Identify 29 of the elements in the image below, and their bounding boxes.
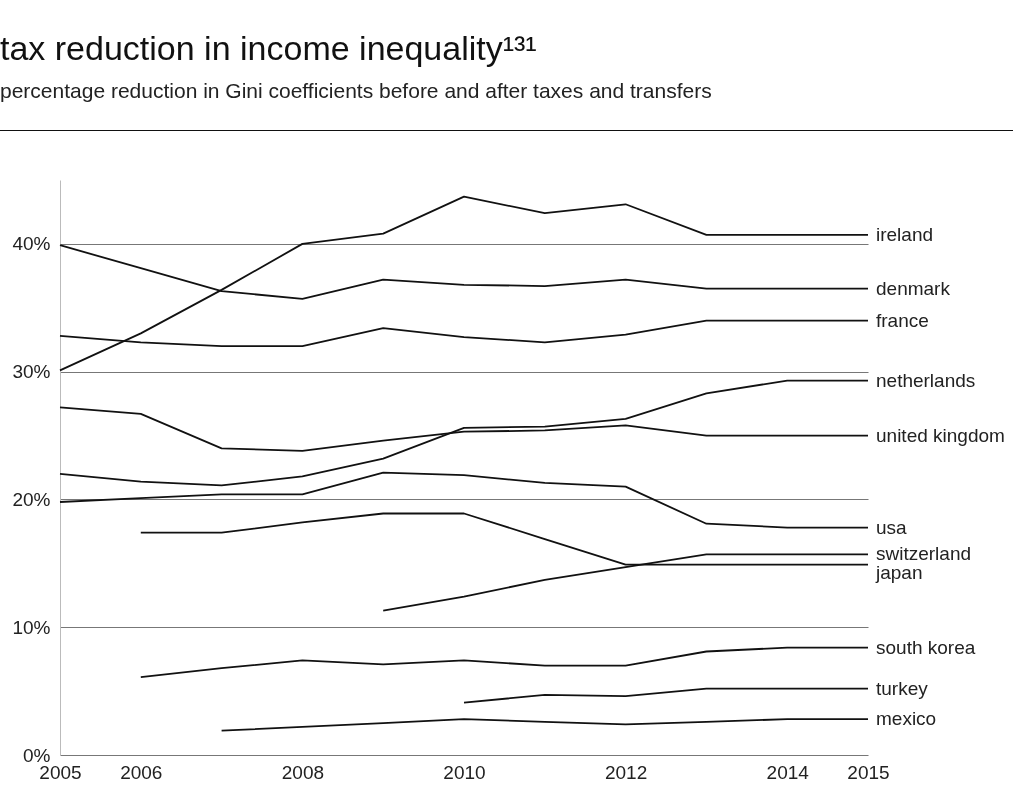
line-series — [59, 471, 869, 529]
y-tick-label: 10% — [12, 616, 51, 638]
series-label: united kingdom — [876, 424, 1005, 446]
line-series — [220, 718, 869, 732]
series-label: mexico — [876, 708, 937, 730]
x-tick-label: 2010 — [443, 761, 486, 783]
y-tick-label: 40% — [12, 233, 51, 255]
series-label: netherlands — [876, 369, 976, 391]
series-label: switzerland — [876, 543, 972, 565]
series-label: ireland — [876, 223, 934, 245]
chart-subtitle: percentage reduction in Gini coefficients before and after taxes and transfers — [0, 79, 712, 102]
x-tick-label: 2012 — [604, 761, 648, 783]
series-label: south korea — [876, 636, 976, 658]
x-tick-label: 2014 — [766, 761, 810, 783]
x-tick-label: 2015 — [847, 761, 890, 783]
series-label: denmark — [876, 277, 951, 299]
line-series — [59, 195, 869, 372]
series-label: japan — [875, 562, 923, 584]
y-tick-label: 20% — [12, 488, 51, 510]
line-series — [59, 379, 869, 487]
x-tick-label: 2006 — [120, 761, 163, 783]
chart-title: tax reduction in income inequality¹³¹ — [0, 29, 537, 67]
line-series — [139, 646, 869, 678]
y-tick-label: 30% — [12, 361, 51, 383]
series-label: france — [876, 309, 929, 331]
series-label: turkey — [876, 677, 929, 699]
x-tick-label: 2008 — [281, 761, 325, 783]
line-series — [463, 687, 869, 704]
series-label: usa — [876, 516, 908, 538]
